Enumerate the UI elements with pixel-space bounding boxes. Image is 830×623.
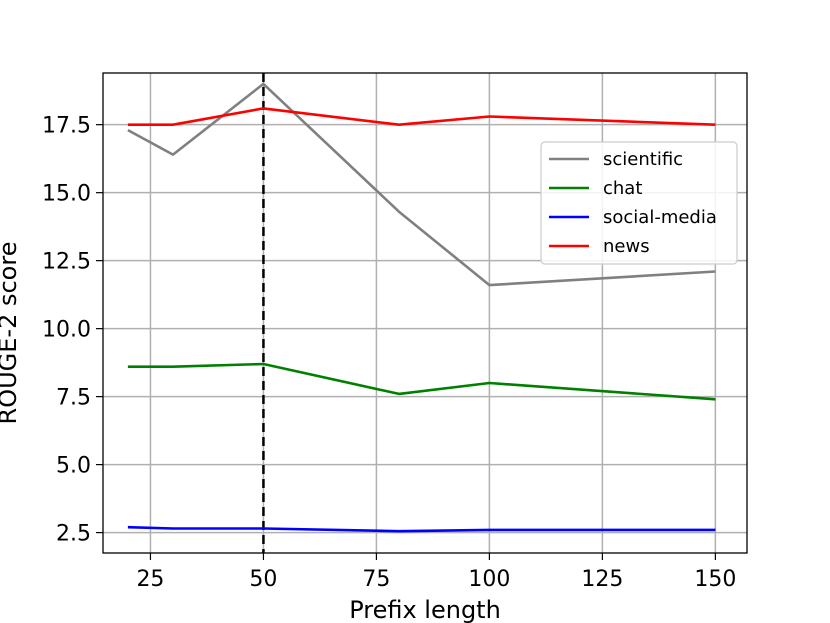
x-axis-title: Prefix length xyxy=(349,596,501,623)
legend-box xyxy=(540,141,738,265)
legend: scientific chat social-media news xyxy=(540,141,738,265)
y-tick-label: 17.5 xyxy=(42,114,91,139)
x-tick-label: 125 xyxy=(581,567,623,592)
y-tick-label: 5.0 xyxy=(56,454,91,479)
y-tick-label: 15.0 xyxy=(42,182,91,207)
legend-label-scientific: scientific xyxy=(603,149,683,170)
series-line-news xyxy=(127,107,716,126)
y-tick-label: 2.5 xyxy=(56,522,91,547)
y-axis: 2.5 5.0 7.5 10.0 12.5 15.0 17.5 xyxy=(42,114,103,547)
y-axis-title: ROUGE-2 score xyxy=(0,242,22,425)
legend-label-news: news xyxy=(603,236,650,257)
series-layer xyxy=(127,82,716,533)
legend-label-social-media: social-media xyxy=(603,207,717,228)
x-tick-label: 25 xyxy=(136,567,164,592)
plot-frame xyxy=(102,72,748,554)
y-tick-label: 10.0 xyxy=(42,318,91,343)
y-tick-label: 7.5 xyxy=(56,386,91,411)
series-line-scientific xyxy=(127,82,716,287)
x-tick-label: 50 xyxy=(249,567,277,592)
x-tick-label: 100 xyxy=(468,567,510,592)
x-tick-label: 150 xyxy=(694,567,736,592)
x-tick-label: 75 xyxy=(362,567,390,592)
x-axis: 25 50 75 100 125 150 xyxy=(136,553,736,592)
series-line-chat xyxy=(127,362,716,401)
series-line-social-media xyxy=(127,525,716,533)
y-tick-label: 12.5 xyxy=(42,250,91,275)
legend-label-chat: chat xyxy=(603,178,642,199)
